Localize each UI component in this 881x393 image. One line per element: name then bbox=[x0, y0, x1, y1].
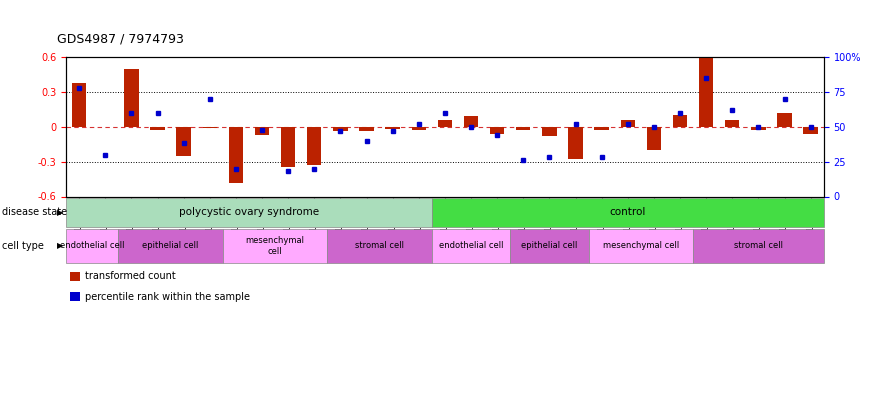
Text: cell type: cell type bbox=[2, 241, 44, 251]
Bar bbox=[151, 127, 165, 130]
Bar bbox=[281, 127, 295, 167]
Bar bbox=[777, 113, 792, 127]
Text: stromal cell: stromal cell bbox=[734, 241, 783, 250]
Text: epithelial cell: epithelial cell bbox=[522, 241, 578, 250]
Bar bbox=[725, 120, 739, 127]
Text: stromal cell: stromal cell bbox=[355, 241, 404, 250]
Text: endothelial cell: endothelial cell bbox=[439, 241, 503, 250]
Bar bbox=[751, 127, 766, 130]
Text: ▶: ▶ bbox=[57, 208, 63, 217]
Bar bbox=[438, 120, 452, 127]
Bar bbox=[411, 127, 426, 130]
Bar bbox=[176, 127, 191, 156]
Bar bbox=[803, 127, 818, 134]
Bar bbox=[124, 69, 138, 127]
Bar bbox=[542, 127, 557, 136]
Text: control: control bbox=[610, 208, 646, 217]
Bar bbox=[699, 45, 714, 127]
Text: transformed count: transformed count bbox=[85, 271, 175, 281]
Text: percentile rank within the sample: percentile rank within the sample bbox=[85, 292, 249, 302]
Bar bbox=[203, 127, 217, 128]
Text: ▶: ▶ bbox=[57, 241, 63, 250]
Bar bbox=[673, 115, 687, 127]
Bar bbox=[307, 127, 322, 165]
Bar bbox=[647, 127, 661, 150]
Bar bbox=[386, 127, 400, 129]
Bar bbox=[568, 127, 582, 159]
Text: polycystic ovary syndrome: polycystic ovary syndrome bbox=[179, 208, 319, 217]
Text: mesenchymal cell: mesenchymal cell bbox=[603, 241, 679, 250]
Text: mesenchymal
cell: mesenchymal cell bbox=[246, 236, 305, 255]
Text: GDS4987 / 7974793: GDS4987 / 7974793 bbox=[57, 32, 184, 45]
Bar bbox=[490, 127, 504, 134]
Bar bbox=[229, 127, 243, 182]
Bar bbox=[255, 127, 270, 135]
Text: disease state: disease state bbox=[2, 208, 67, 217]
Bar bbox=[333, 127, 348, 131]
Bar bbox=[463, 116, 478, 127]
Bar bbox=[359, 127, 374, 131]
Text: endothelial cell: endothelial cell bbox=[60, 241, 124, 250]
Bar bbox=[72, 83, 86, 127]
Bar bbox=[516, 127, 530, 130]
Bar bbox=[595, 127, 609, 130]
Bar bbox=[620, 120, 635, 127]
Text: epithelial cell: epithelial cell bbox=[143, 241, 199, 250]
